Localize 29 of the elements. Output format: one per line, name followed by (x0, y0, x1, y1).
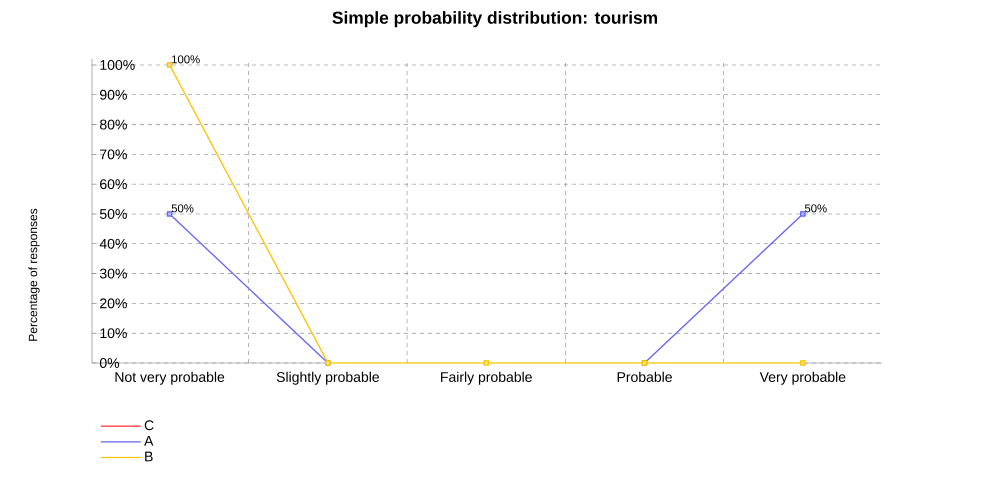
point (483, 360, 490, 366)
y-tick-label: 60% (100, 179, 127, 190)
x-tick-label: Fairly probable (441, 372, 532, 385)
y-tick-label: 50% (100, 209, 127, 219)
x-tick-label: Very probable (760, 372, 846, 385)
point (166, 62, 172, 68)
legend-label: C (144, 420, 154, 430)
legend-label: B (145, 452, 153, 462)
point (800, 211, 806, 217)
data-label: 50% (172, 204, 194, 212)
point (166, 211, 172, 217)
y-tick-label: 90% (100, 90, 127, 100)
y-tick-label: 100% (100, 60, 135, 70)
data-label: 100% (172, 55, 200, 64)
y-axis-title: Percentage of responses (28, 208, 40, 341)
y-tick-label: 70% (100, 149, 127, 160)
y-tick-label: 20% (100, 298, 127, 308)
x-tick-label: Probable (618, 372, 672, 382)
data-label: 50% (804, 204, 827, 212)
y-tick-label: 10% (100, 328, 127, 338)
x-tick-label: Not very probable (115, 372, 224, 385)
y-tick-label: 40% (100, 238, 127, 249)
y-tick-label: 0% (100, 358, 120, 368)
y-tick-label: 80% (100, 120, 127, 130)
chart-title: Simple probability distribution: tourism (332, 11, 658, 28)
y-tick-label: 30% (100, 268, 127, 279)
x-tick-label: Slightly probable (276, 372, 379, 385)
legend-label: A (144, 436, 154, 446)
point (800, 360, 806, 366)
